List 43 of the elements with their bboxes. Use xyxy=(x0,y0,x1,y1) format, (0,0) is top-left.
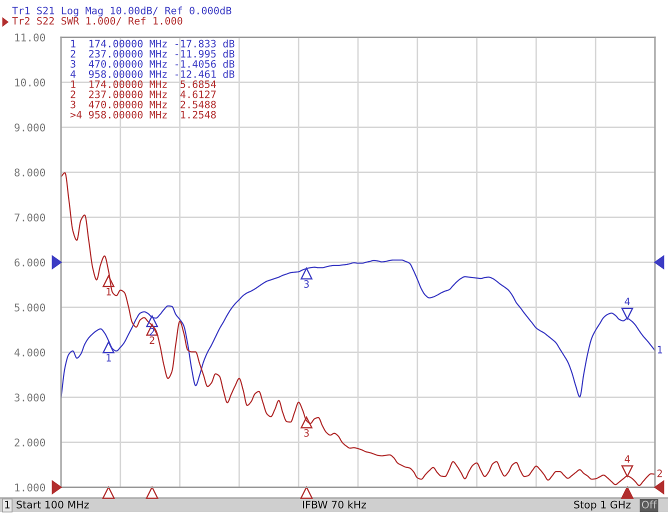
point xyxy=(300,268,312,280)
annotation: 1 174.00000 MHz 5.6854 xyxy=(71,80,216,88)
series-label: 4 xyxy=(624,298,630,306)
y-tick-label: 10.00 xyxy=(15,78,46,86)
point xyxy=(621,308,634,320)
y-tick-label: 3.000 xyxy=(14,394,46,402)
y-tick-label: 6.000 xyxy=(14,258,46,266)
text: IFBW 70 kHz xyxy=(303,500,366,508)
text: 1 xyxy=(5,500,10,508)
annotation: 4 958.00000 MHz -12.461 dB xyxy=(70,70,234,78)
text: Off xyxy=(642,500,657,508)
point xyxy=(102,275,114,288)
annotation: 3 470.00000 MHz 2.5488 xyxy=(70,100,216,108)
series-label: 4 xyxy=(624,455,630,463)
point xyxy=(621,465,634,478)
annotation: 1 174.00000 MHz -17.833 dB xyxy=(71,40,234,48)
chart-subtitle: Tr2 S22 SWR 1.000/ Ref 1.000 xyxy=(12,16,182,26)
annotation: >4 958.00000 MHz 1.2548 xyxy=(70,110,216,119)
annotation: 2 237.00000 MHz 4.6127 xyxy=(70,90,216,98)
series-label: 1 xyxy=(106,354,111,362)
text: Stop 1 GHz xyxy=(574,500,631,510)
series-label: 1 xyxy=(106,288,111,296)
y-tick-label: 1.000 xyxy=(15,484,46,492)
y-tick-label: 5.000 xyxy=(14,304,46,312)
y-tick-label: 7.000 xyxy=(14,214,46,222)
annotation: 2 237.00000 MHz -11.995 dB xyxy=(70,50,234,58)
annotation: 2 xyxy=(657,470,662,478)
annotation: 3 470.00000 MHz -1.4056 dB xyxy=(70,60,234,68)
y-tick-label: 11.00 xyxy=(15,34,46,42)
annotation: 1 xyxy=(658,346,662,354)
series-label: 2 xyxy=(150,328,154,336)
point xyxy=(300,416,312,428)
chart-title: Tr1 S21 Log Mag 10.00dB/ Ref 0.000dB xyxy=(12,6,232,16)
series-label: 3 xyxy=(304,280,309,288)
series-label: 2 xyxy=(150,336,154,344)
text: Start 100 MHz xyxy=(16,500,89,508)
point xyxy=(102,341,114,354)
y-tick-label: 2.000 xyxy=(14,438,46,446)
series-label: 3 xyxy=(304,429,309,437)
y-tick-label: 8.000 xyxy=(14,168,46,176)
y-tick-label: 4.000 xyxy=(14,348,46,356)
point xyxy=(146,315,158,328)
y-tick-label: 9.000 xyxy=(14,124,46,132)
